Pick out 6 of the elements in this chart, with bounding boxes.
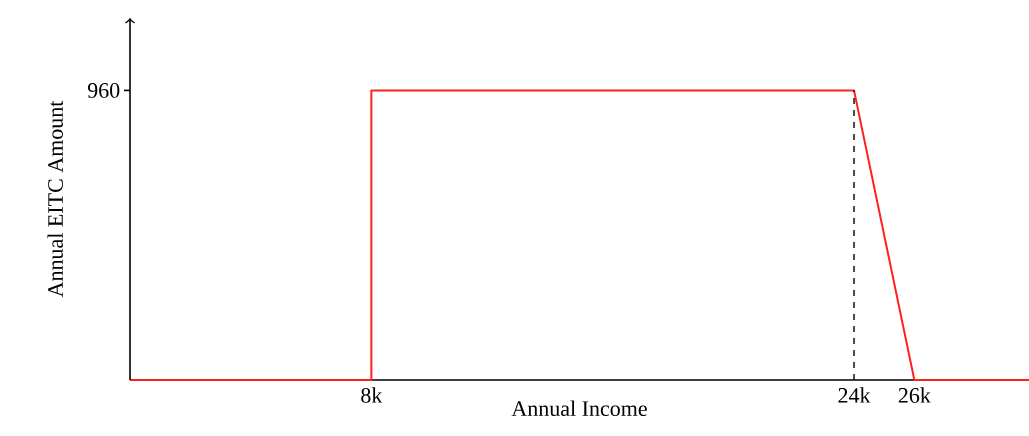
y-axis-title: Annual EITC Amount (47, 100, 63, 298)
x-tick-label: 26k (898, 387, 931, 403)
x-tick-label: 24k (838, 387, 871, 403)
x-axis-title: Annual Income (511, 400, 647, 417)
text: 960 (87, 82, 120, 98)
x-tick-label: 8k (361, 387, 383, 403)
